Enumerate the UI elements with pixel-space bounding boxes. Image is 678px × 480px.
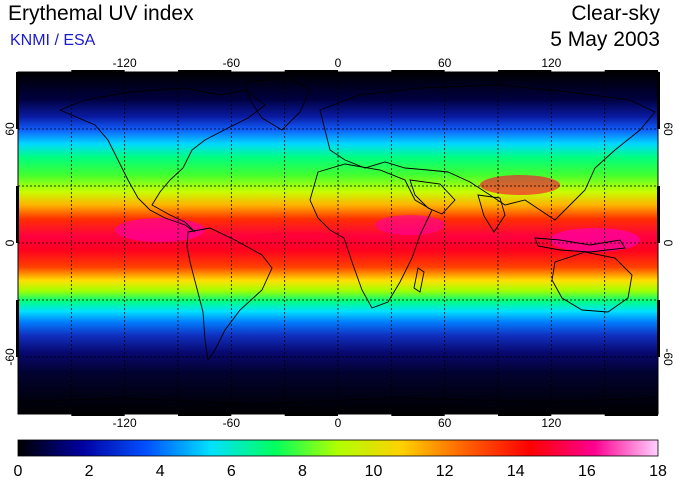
lon-tick-label-bottom: 0	[335, 416, 342, 430]
colorbar-tick-label: 16	[578, 463, 596, 480]
indonesia-outline	[534, 237, 626, 253]
lon-tick-label-bottom: 60	[438, 416, 452, 430]
lon-tick-label-bottom: 120	[541, 416, 561, 430]
lat-tick-label-left: 0	[3, 239, 17, 246]
colorbar-tick-label: 0	[14, 463, 23, 480]
lon-labels-bottom: -120 -60 0 60 120	[113, 416, 562, 430]
frame-tick	[16, 300, 19, 357]
date-label: 5 May 2003	[550, 28, 660, 51]
frame-tick	[391, 70, 445, 73]
organization-label: KNMI / ESA	[10, 32, 96, 49]
frame-tick	[498, 70, 552, 73]
colorbar-tick-label: 2	[85, 463, 94, 480]
madagascar-outline	[413, 267, 425, 293]
lon-labels-top: -120 -60 0 60 120	[113, 56, 562, 70]
eurasia-outline	[319, 84, 656, 221]
south-america-outline	[186, 227, 273, 362]
colorbar-tick-label: 8	[298, 463, 307, 480]
lon-tick-label-bottom: -60	[223, 416, 241, 430]
colorbar-tick-label: 10	[365, 463, 383, 480]
lat-tick-label-left: 60	[3, 122, 17, 136]
colorbar-tick-label: 4	[156, 463, 165, 480]
frame-tick	[498, 413, 552, 416]
india-outline	[477, 194, 506, 233]
colorbar	[17, 439, 659, 457]
frame-tick	[284, 70, 338, 73]
frame-tick	[178, 70, 232, 73]
lon-tick-label-top: 0	[335, 56, 342, 70]
colorbar-ticks: 0 2 4 6 8 10 12 14 16 18	[14, 463, 667, 480]
lon-tick-label-bottom: -120	[113, 416, 137, 430]
frame-ticks	[16, 70, 660, 416]
frame-tick	[657, 186, 660, 243]
antarctica-outline	[18, 397, 658, 405]
frame-tick	[16, 186, 19, 243]
lat-tick-label-right: 60	[661, 122, 675, 136]
frame-tick	[604, 70, 658, 73]
frame-tick	[71, 413, 125, 416]
lon-tick-label-top: 120	[541, 56, 561, 70]
frame-tick	[71, 70, 125, 73]
colorbar-tick-label: 18	[649, 463, 667, 480]
lat-tick-label-right: 0	[661, 240, 675, 247]
lat-tick-label-right: -60	[661, 348, 675, 366]
frame-tick	[657, 72, 660, 129]
map-title: Erythemal UV index	[8, 2, 194, 25]
africa-outline	[309, 163, 433, 309]
lon-tick-label-top: 60	[438, 56, 452, 70]
frame-tick	[284, 413, 338, 416]
lat-labels-left: 60 0 -60	[3, 122, 17, 366]
uv-hotspots	[115, 175, 640, 252]
frame-tick	[391, 413, 445, 416]
gridlines	[18, 72, 658, 414]
lat-tick-label-left: -60	[3, 348, 17, 366]
arabia-outline	[409, 179, 456, 215]
frame-tick	[178, 413, 232, 416]
colorbar-tick-label: 12	[436, 463, 454, 480]
frame-tick	[604, 413, 658, 416]
greenland-outline	[244, 77, 311, 131]
lat-labels-right: 60 0 -60	[661, 122, 675, 366]
sky-condition-label: Clear-sky	[571, 2, 660, 25]
frame-tick	[657, 300, 660, 357]
colorbar-tick-label: 14	[507, 463, 525, 480]
colorbar-tick-label: 6	[227, 463, 236, 480]
lon-tick-label-top: -120	[113, 56, 137, 70]
lon-tick-label-top: -60	[223, 56, 241, 70]
australia-outline	[551, 251, 633, 313]
coastlines	[18, 77, 658, 405]
frame-tick	[16, 72, 19, 129]
